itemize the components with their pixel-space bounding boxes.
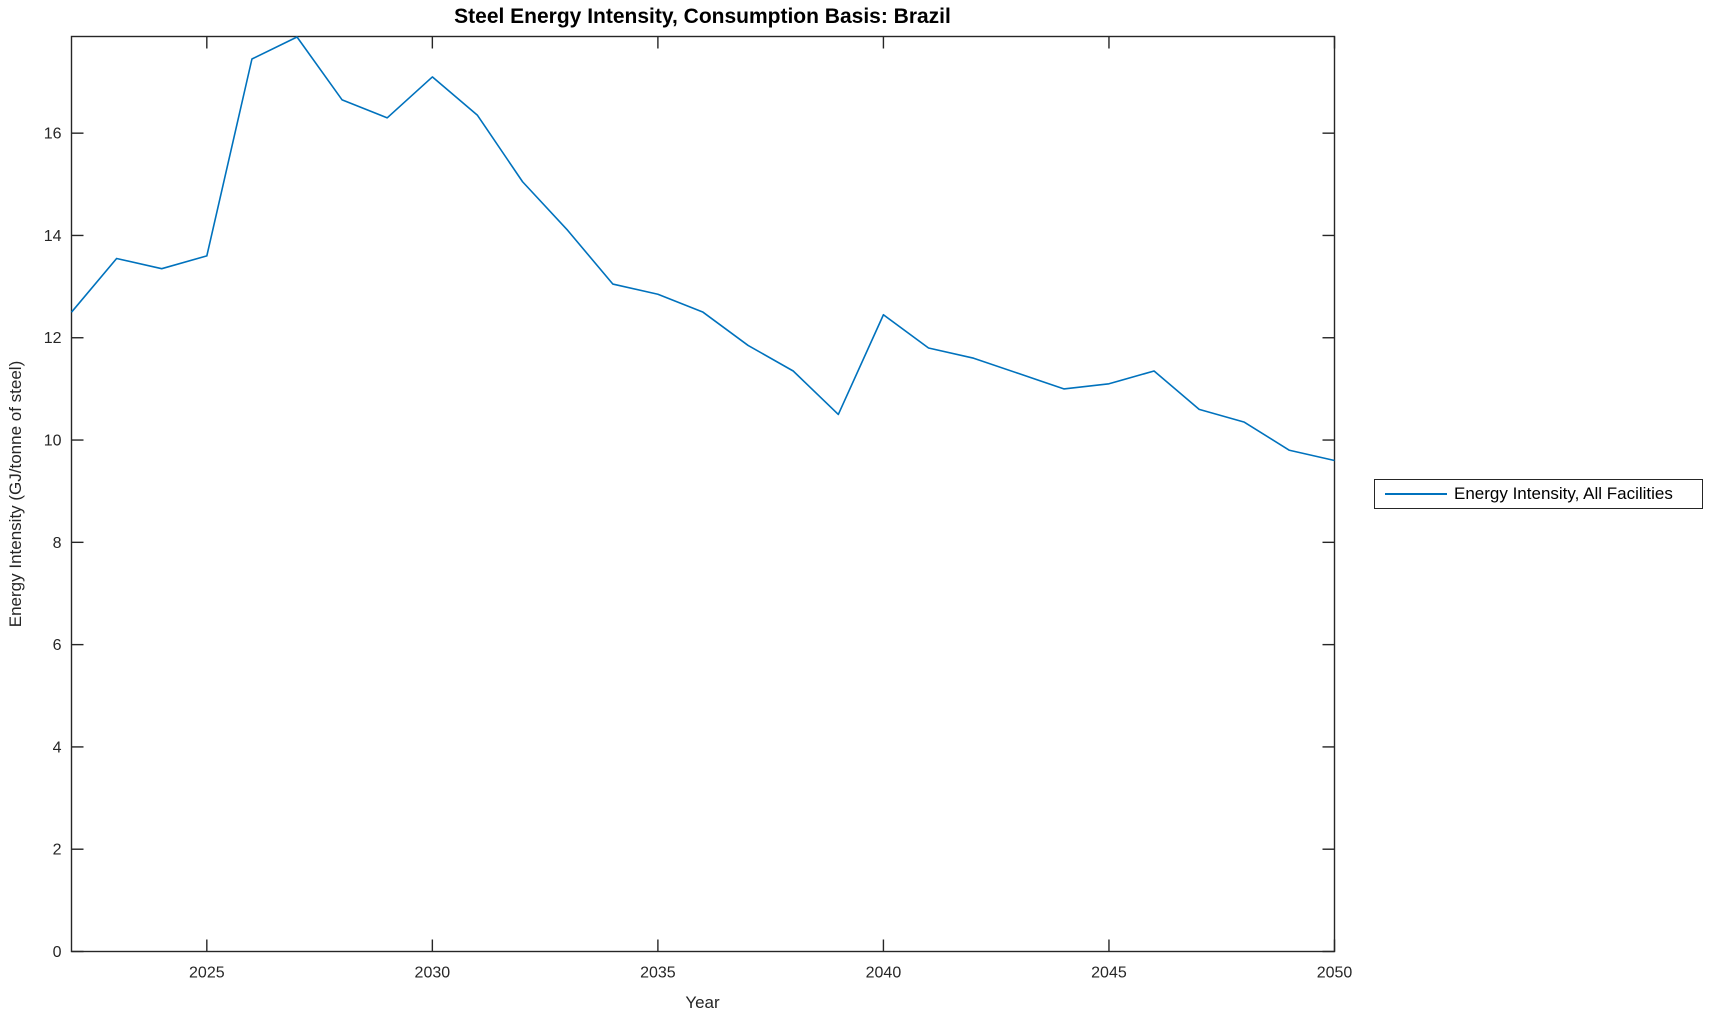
chart-title: Steel Energy Intensity, Consumption Basi… [454,5,951,28]
y-tick-label: 14 [44,228,62,245]
x-tick-label: 2035 [640,965,676,982]
x-tick-label: 2045 [1091,965,1127,982]
x-tick-label: 2050 [1317,965,1353,982]
y-tick-label: 8 [53,535,62,552]
y-tick-label: 4 [53,739,62,756]
energy-intensity-line [70,36,1335,462]
y-tick-label: 6 [53,637,62,654]
x-tick-label: 2040 [866,965,902,982]
legend: Energy Intensity, All Facilities [1374,479,1703,509]
plot-box [70,35,1336,953]
y-tick-label: 0 [53,944,62,961]
x-tick-label: 2025 [189,965,225,982]
legend-line-swatch [1385,493,1447,495]
y-axis-label: Energy Intensity (GJ/tonne of steel) [6,360,25,628]
x-tick-label: 2030 [415,965,451,982]
y-tick-label: 2 [53,842,62,859]
x-axis-label: Year [685,993,720,1012]
y-tick-label: 16 [44,126,62,143]
y-tick-label: 12 [44,330,62,347]
y-tick-label: 10 [44,433,62,450]
legend-entry-label: Energy Intensity, All Facilities [1454,484,1673,503]
